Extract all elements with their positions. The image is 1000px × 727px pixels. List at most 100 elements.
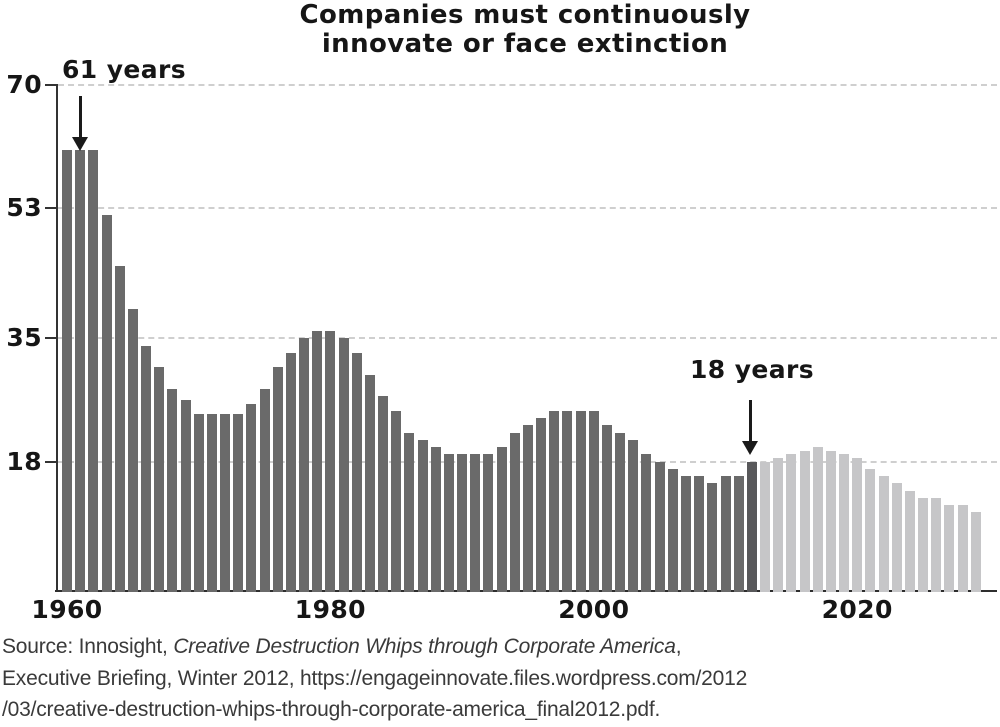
bar-1968-historical	[167, 389, 178, 592]
x-axis-label-1960: 1960	[31, 595, 103, 624]
bar-2002-historical	[615, 432, 626, 592]
bar-1967-historical	[154, 367, 165, 592]
annotation-18-years-arrow-stem	[749, 400, 752, 442]
x-axis-label-2020: 2020	[821, 595, 893, 624]
source-line1: Source: Innosight, Creative Destruction …	[2, 631, 998, 663]
bar-2008-historical	[694, 476, 705, 592]
bar-1988-historical	[430, 447, 441, 592]
bar-1999-historical	[575, 410, 586, 592]
y-axis-label-35: 35	[6, 323, 42, 353]
bar-2016-projected	[799, 450, 810, 592]
bar-2022-projected	[878, 476, 889, 592]
bar-2028-projected	[957, 505, 968, 592]
bar-1987-historical	[417, 439, 428, 592]
bar-1991-historical	[470, 454, 481, 592]
bar-1993-historical	[496, 447, 507, 592]
bar-1985-historical	[391, 410, 402, 592]
bar-1983-historical	[364, 374, 375, 592]
bar-1984-historical	[378, 396, 389, 592]
bar-2024-projected	[904, 490, 915, 592]
bar-1978-historical	[299, 338, 310, 592]
chart-title-line1: Companies must continuously	[299, 0, 751, 30]
bar-1986-historical	[404, 432, 415, 592]
bar-1961-historical	[75, 149, 86, 592]
bar-chart-plot-area: 70 53 35 18 1960 1980 2000 2020	[6, 69, 997, 624]
y-axis-label-18: 18	[6, 446, 42, 476]
gridline-53	[58, 206, 997, 209]
y-axis-line	[56, 84, 58, 592]
y-axis-label-53: 53	[6, 192, 42, 222]
bar-1994-historical	[509, 432, 520, 592]
bar-1962-historical	[88, 149, 99, 592]
bar-2003-historical	[628, 439, 639, 592]
bar-2019-projected	[839, 454, 850, 592]
annotation-18-years-label: 18 years	[690, 355, 815, 384]
bar-2006-historical	[667, 468, 678, 592]
bar-2013-projected	[760, 461, 770, 592]
y-tick-53	[45, 206, 57, 209]
bar-2014-projected	[773, 457, 784, 592]
bar-1976-historical	[272, 367, 283, 592]
bar-1971-historical	[206, 414, 217, 592]
bar-1963-historical	[101, 215, 112, 592]
bar-2005-historical	[654, 461, 665, 592]
bar-1966-historical	[141, 345, 152, 592]
bar-1980-historical	[325, 331, 336, 592]
bar-2025-projected	[918, 497, 929, 592]
gridline-70	[58, 83, 997, 86]
x-axis-label-2000: 2000	[558, 595, 630, 624]
bar-1969-historical	[180, 399, 191, 592]
annotation-61-years-arrow-stem	[79, 96, 82, 138]
bar-2017-projected	[812, 447, 823, 592]
source-line1-suffix: ,	[675, 635, 682, 658]
source-citation: Source: Innosight, Creative Destruction …	[2, 631, 998, 726]
bar-1992-historical	[483, 454, 494, 592]
bar-1972-historical	[220, 414, 231, 592]
bar-2010-historical	[720, 476, 731, 592]
bar-1964-historical	[114, 265, 125, 592]
bar-2021-projected	[865, 468, 876, 592]
bar-2023-projected	[891, 483, 902, 592]
bar-1998-historical	[562, 410, 573, 592]
source-prefix: Source: Innosight,	[2, 635, 174, 658]
x-axis-label-1980: 1980	[294, 595, 366, 624]
y-axis-label-70: 70	[6, 69, 42, 99]
bar-2029-projected	[970, 512, 981, 592]
source-title-italic: Creative Destruction Whips through Corpo…	[173, 635, 676, 658]
chart-title-line2: innovate or face extinction	[321, 29, 729, 59]
bar-1981-historical	[338, 338, 349, 592]
source-line3: /03/creative-destruction-whips-through-c…	[2, 698, 661, 721]
bar-2009-historical	[707, 483, 718, 592]
gridline-35	[58, 337, 997, 340]
annotation-18-years-arrow-icon	[742, 441, 758, 455]
bar-1995-historical	[522, 425, 533, 592]
bar-1974-historical	[246, 403, 257, 592]
annotation-61-years-label: 61 years	[62, 55, 187, 84]
bar-1965-historical	[127, 309, 138, 592]
bar-1979-historical	[312, 331, 323, 592]
bar-2018-projected	[825, 450, 836, 592]
y-tick-70	[45, 83, 57, 86]
bar-2015-projected	[786, 454, 797, 592]
bar-2001-historical	[601, 425, 612, 592]
annotation-61-years-arrow-icon	[72, 137, 88, 151]
bar-2004-historical	[641, 454, 652, 592]
bar-1989-historical	[443, 454, 454, 592]
chart-title: Companies must continuously innovate or …	[260, 1, 790, 59]
bar-1990-historical	[457, 454, 468, 592]
bar-1996-historical	[536, 418, 547, 592]
y-tick-35	[45, 337, 57, 340]
bar-1977-historical	[285, 352, 296, 592]
y-tick-18	[45, 460, 57, 463]
bar-1997-historical	[549, 410, 560, 592]
bar-2026-projected	[931, 497, 942, 592]
bar-2011-historical	[733, 476, 744, 592]
bar-1970-historical	[193, 414, 204, 592]
bar-2020-projected	[852, 457, 863, 592]
bar-2007-historical	[680, 476, 691, 592]
bar-2027-projected	[944, 505, 955, 592]
bar-1973-historical	[233, 414, 244, 592]
bar-1982-historical	[351, 352, 362, 592]
source-line2: Executive Briefing, Winter 2012, https:/…	[2, 666, 748, 690]
